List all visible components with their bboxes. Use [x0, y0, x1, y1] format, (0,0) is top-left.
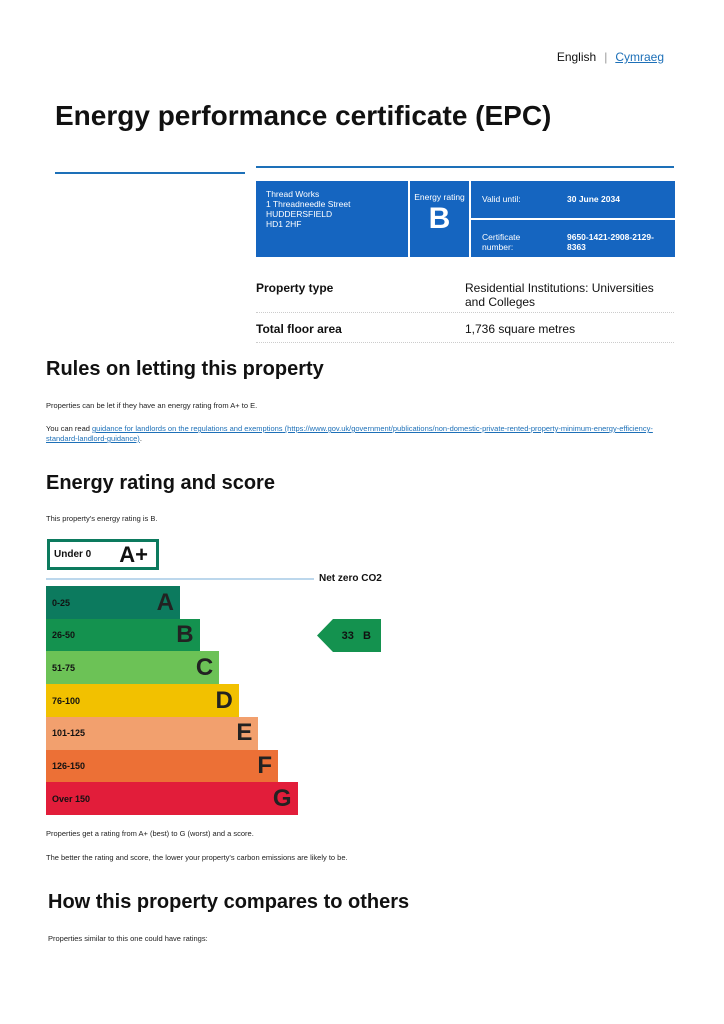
net-zero-line	[46, 578, 314, 580]
letting-heading: Rules on letting this property	[46, 358, 324, 380]
property-type-row: Property type Residential Institutions: …	[256, 280, 674, 313]
band-c: 51-75 C	[46, 651, 220, 685]
band-aplus: Under 0 A+	[47, 539, 159, 570]
band-letter: B	[176, 621, 194, 649]
energy-rating-box: Energy rating B	[410, 181, 469, 257]
text: .	[139, 434, 142, 443]
floor-area-value: 1,736 square metres	[465, 322, 576, 336]
band-f: 126-150 F	[46, 749, 278, 783]
divider	[55, 172, 245, 174]
floor-area-label: Total floor area	[256, 322, 342, 336]
certificate-box: Certificate number: 9650-1421-2908-2129-…	[471, 220, 675, 257]
letting-guidance: You can read guidance for landlords on t…	[46, 424, 658, 444]
address-line: HD1 2HF	[266, 219, 302, 229]
text: You can read	[46, 424, 93, 433]
rating-note-2: The better the rating and score, the low…	[46, 853, 348, 862]
page-title: Energy performance certificate (EPC)	[55, 100, 552, 131]
band-letter: C	[195, 653, 214, 681]
band-g: Over 150 G	[46, 782, 298, 816]
band-letter: E	[236, 719, 253, 747]
lang-welsh-link[interactable]: Cymraeg	[615, 50, 664, 64]
current-letter: B	[363, 629, 371, 642]
band-e: 101-125 E	[46, 716, 259, 750]
band-letter: F	[257, 752, 272, 779]
rating-note-1: Properties get a rating from A+ (best) t…	[46, 829, 254, 838]
band-a: 0-25 A	[46, 586, 180, 619]
band-letter: G	[272, 784, 292, 812]
energy-rating-label: Energy rating	[414, 192, 465, 202]
band-range: Over 150	[52, 793, 91, 804]
band-range: 101-125	[52, 728, 86, 739]
band-range: 0-25	[52, 597, 71, 608]
band-range: 126-150	[52, 761, 86, 771]
valid-until-box: Valid until: 30 June 2034	[471, 181, 675, 218]
band-range: 26-50	[52, 630, 76, 641]
energy-rating-letter: B	[428, 202, 451, 235]
language-switcher: English | Cymraeg	[556, 50, 664, 64]
current-rating-arrow: 33 B	[317, 619, 381, 652]
band-d: 76-100 D	[46, 684, 239, 718]
valid-until-label: Valid until:	[482, 194, 521, 204]
band-range: Under 0	[54, 549, 92, 560]
compare-intro: Properties similar to this one could hav…	[48, 934, 208, 943]
rating-intro: This property's energy rating is B.	[46, 514, 158, 523]
guidance-link[interactable]: guidance for landlords on the regulation…	[92, 424, 283, 433]
property-type-label: Property type	[256, 281, 334, 295]
guidance-url[interactable]: (https://www.gov.uk/government/publicati…	[46, 424, 653, 443]
band-letter: A+	[119, 541, 148, 567]
current-score: 33	[341, 629, 354, 642]
rating-heading: Energy rating and score	[46, 472, 275, 494]
floor-area-row: Total floor area 1,736 square metres	[256, 322, 674, 343]
address-box: Thread Works 1 Threadneedle Street HUDDE…	[256, 181, 408, 257]
net-zero-label: Net zero CO2	[319, 573, 382, 584]
band-range: 76-100	[52, 695, 81, 706]
divider	[256, 166, 674, 168]
band-b: 26-50 B	[46, 618, 200, 652]
compare-heading: How this property compares to others	[48, 891, 410, 913]
certificate-number: 9650-1421-2908-2129-8363	[567, 232, 654, 252]
property-type-value: Residential Institutions: Universities a…	[465, 281, 654, 309]
band-range: 51-75	[52, 662, 76, 673]
band-letter: D	[215, 686, 233, 714]
address-line: HUDDERSFIELD	[266, 209, 333, 219]
address-line: Thread Works	[266, 189, 320, 199]
valid-until-value: 30 June 2034	[567, 194, 620, 204]
certificate-label: Certificate number:	[482, 232, 521, 252]
lang-english: English	[556, 50, 597, 64]
address-line: 1 Threadneedle Street	[266, 199, 351, 209]
band-letter: A	[156, 588, 174, 616]
letting-text: Properties can be let if they have an en…	[46, 401, 258, 410]
